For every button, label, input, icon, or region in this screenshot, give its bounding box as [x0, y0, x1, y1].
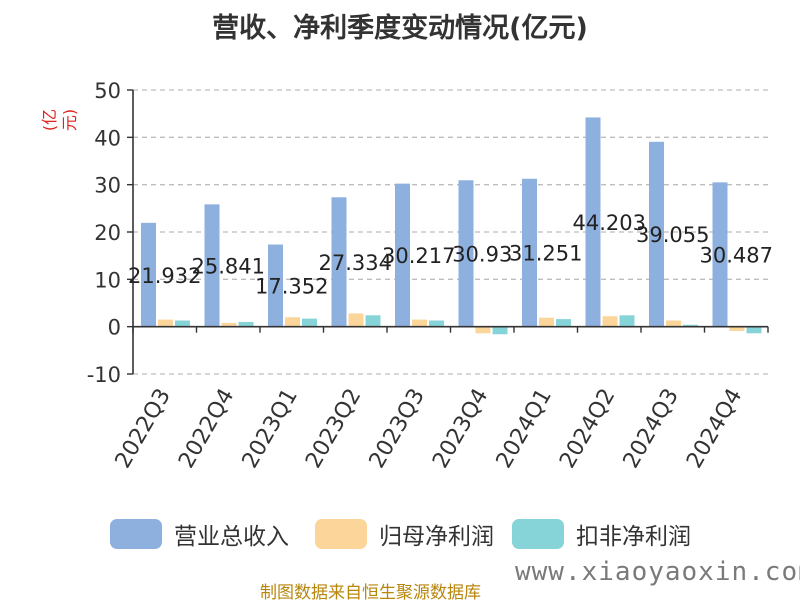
x-tick-label: 2024Q2: [555, 385, 620, 473]
legend-item[interactable]: 扣非净利润: [512, 516, 691, 552]
bar-revenue: [395, 183, 410, 327]
data-label: 27.334: [319, 251, 392, 275]
y-tick-label: 40: [94, 126, 121, 150]
bar-deducted-net-profit: [619, 315, 635, 327]
legend-swatch: [110, 519, 162, 549]
bar-revenue: [458, 180, 474, 327]
bar-deducted-net-profit: [556, 319, 571, 327]
legend-item[interactable]: 营业总收入: [110, 516, 289, 552]
legend: 营业总收入 归母净利润 扣非净利润: [0, 516, 800, 552]
bar-revenue: [649, 141, 664, 327]
gridlines: [133, 89, 768, 375]
bar-revenue: [204, 204, 220, 327]
bar-revenue: [522, 178, 537, 327]
bar-deducted-net-profit: [683, 324, 698, 327]
bar-revenue: [268, 244, 283, 327]
bar-net-profit: [475, 326, 491, 334]
bar-revenue: [712, 182, 728, 327]
data-label: 17.352: [255, 275, 328, 299]
bar-net-profit: [348, 313, 364, 327]
bar-deducted-net-profit: [365, 315, 381, 327]
x-tick-label: 2023Q3: [365, 385, 430, 473]
x-tick-label: 2024Q1: [492, 385, 557, 473]
data-label: 39.055: [636, 223, 709, 247]
x-axis-ticks: 2022Q32022Q42023Q12023Q22023Q32023Q42024…: [111, 326, 769, 473]
bar-net-profit: [285, 317, 300, 327]
y-tick-label: 0: [108, 316, 121, 340]
y-axis-ticks: 50 40 30 20 10 0 -10: [87, 79, 133, 387]
watermark: www.xiaoyaoxin.com: [515, 557, 800, 587]
bar-deducted-net-profit: [238, 321, 254, 327]
legend-item[interactable]: 归母净利润: [315, 516, 494, 552]
y-tick-label: 30: [94, 174, 121, 198]
bar-deducted-net-profit: [429, 320, 444, 327]
x-tick-label: 2023Q1: [238, 385, 303, 473]
data-label: 30.217: [382, 244, 455, 268]
bar-revenue: [141, 222, 156, 327]
data-label: 21.932: [128, 264, 201, 288]
source-note: 制图数据来自恒生聚源数据库: [260, 583, 481, 603]
data-label: 31.251: [509, 242, 582, 266]
bar-net-profit: [539, 317, 554, 327]
legend-label: 扣非净利润: [576, 524, 691, 550]
x-tick-label: 2023Q2: [301, 385, 366, 473]
bar-net-profit: [412, 319, 427, 327]
data-label: 30.93: [452, 242, 512, 266]
data-labels: 21.93225.84117.35227.33430.21730.9331.25…: [128, 211, 773, 299]
y-tick-label: 50: [94, 79, 121, 103]
x-tick-label: 2024Q4: [682, 385, 747, 473]
data-label: 25.841: [192, 255, 265, 279]
bar-net-profit: [729, 326, 745, 331]
y-tick-label: -10: [87, 363, 121, 387]
chart-title: 营收、净利季度变动情况(亿元): [212, 13, 588, 44]
bar-deducted-net-profit: [175, 320, 190, 327]
data-label: 30.487: [700, 244, 773, 268]
bar-deducted-net-profit: [746, 326, 762, 334]
y-tick-label: 10: [94, 268, 121, 292]
bar-net-profit: [221, 322, 237, 327]
y-tick-label: 20: [94, 221, 121, 245]
x-tick-label: 2022Q3: [111, 385, 176, 473]
x-tick-label: 2022Q4: [174, 385, 239, 473]
bar-revenue: [585, 117, 601, 327]
x-tick-label: 2023Q4: [428, 385, 493, 473]
legend-label: 营业总收入: [174, 524, 289, 550]
bar-net-profit: [158, 319, 173, 327]
legend-swatch: [315, 519, 367, 549]
x-tick-label: 2024Q3: [619, 385, 684, 473]
bar-net-profit: [666, 320, 681, 327]
legend-label: 归母净利润: [379, 524, 494, 550]
bar-net-profit: [602, 316, 618, 327]
legend-swatch: [512, 519, 564, 549]
bar-revenue: [331, 197, 347, 327]
data-label: 44.203: [573, 211, 646, 235]
bar-deducted-net-profit: [302, 318, 317, 327]
bars: [141, 117, 762, 335]
bar-deducted-net-profit: [492, 326, 508, 335]
